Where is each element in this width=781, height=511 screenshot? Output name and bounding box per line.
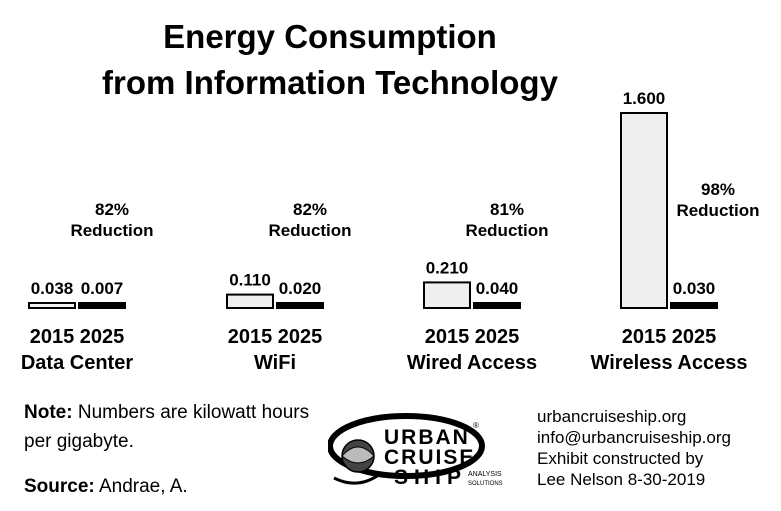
year-label-wifi-2015: 2015 bbox=[228, 326, 273, 348]
contact-info: urbancruiseship.org info@urbancruiseship… bbox=[537, 406, 731, 490]
note-label: Note: bbox=[24, 402, 73, 423]
reduction-percent-wireless-access: 98% bbox=[701, 180, 735, 199]
chart-title-line-1: Energy Consumption bbox=[163, 18, 497, 55]
year-label-wireless-access-2015: 2015 bbox=[622, 326, 667, 348]
source: Source: Andrae, A. bbox=[24, 476, 188, 498]
contact-author-date: Lee Nelson 8-30-2019 bbox=[537, 470, 706, 489]
logo-word-urban: URBAN bbox=[384, 426, 470, 449]
year-label-wired-access-2025: 2025 bbox=[475, 326, 520, 348]
logo-sub-solutions: SOLUTIONS bbox=[468, 481, 503, 487]
note-text: Numbers are kilowatt hours per gigabyte. bbox=[24, 402, 310, 452]
bar-wifi-2025 bbox=[276, 302, 324, 309]
urban-cruise-ship-logo: URBAN ® CRUISE SHIP ANALYSIS SOLUTIONS bbox=[328, 413, 503, 489]
data-label-wired-access-2015: 0.210 bbox=[426, 258, 469, 277]
data-label-wifi-2025: 0.020 bbox=[279, 279, 322, 298]
year-label-wireless-access-2025: 2025 bbox=[672, 326, 717, 348]
reduction-label-wired-access: Reduction bbox=[465, 221, 548, 240]
bar-wired-access-2015 bbox=[423, 281, 471, 309]
category-label-wifi: WiFi bbox=[254, 352, 296, 374]
reduction-label-wireless-access: Reduction bbox=[676, 201, 759, 220]
year-label-data-center-2025: 2025 bbox=[80, 326, 125, 348]
contact-credit-line: Exhibit constructed by bbox=[537, 449, 704, 468]
year-label-wifi-2025: 2025 bbox=[278, 326, 323, 348]
data-label-wireless-access-2015: 1.600 bbox=[623, 89, 666, 108]
chart-title-line-2: from Information Technology bbox=[102, 64, 558, 101]
reduction-percent-wired-access: 81% bbox=[490, 200, 524, 219]
bar-wireless-access-2025 bbox=[670, 302, 718, 309]
bar-wired-access-2025 bbox=[473, 302, 521, 309]
ship-wave-icon bbox=[333, 472, 381, 485]
contact-email: info@urbancruiseship.org bbox=[537, 428, 731, 447]
data-label-wired-access-2025: 0.040 bbox=[476, 279, 519, 298]
logo-registered-mark: ® bbox=[473, 421, 479, 430]
bar-chart: 0.038 2015 0.007 2025 Data Center 82% Reductio… bbox=[21, 89, 760, 374]
note: Note: Numbers are kilowatt hours per gig… bbox=[24, 398, 324, 456]
contact-website: urbancruiseship.org bbox=[537, 407, 687, 426]
logo-word-ship: SHIP bbox=[394, 466, 467, 489]
bar-wireless-access-2015 bbox=[620, 112, 668, 309]
year-label-wired-access-2015: 2015 bbox=[425, 326, 470, 348]
reduction-label-wifi: Reduction bbox=[268, 221, 351, 240]
logo-ring bbox=[328, 413, 485, 479]
logo-sub-analysis: ANALYSIS bbox=[468, 471, 502, 478]
bar-data-center-2025 bbox=[78, 302, 126, 309]
globe-land-icon bbox=[341, 446, 375, 464]
year-label-data-center-2015: 2015 bbox=[30, 326, 75, 348]
logo-word-cruise: CRUISE bbox=[384, 446, 475, 469]
data-label-wireless-access-2025: 0.030 bbox=[673, 279, 716, 298]
data-label-wifi-2015: 0.110 bbox=[229, 271, 271, 290]
category-label-wired-access: Wired Access bbox=[407, 352, 537, 374]
category-label-wireless-access: Wireless Access bbox=[591, 352, 748, 374]
chart-title: Energy Consumption from Information Tech… bbox=[60, 14, 600, 106]
source-label: Source: bbox=[24, 476, 95, 497]
data-label-data-center-2025: 0.007 bbox=[81, 279, 124, 298]
source-text: Andrae, A. bbox=[98, 476, 188, 497]
reduction-percent-wifi: 82% bbox=[293, 200, 327, 219]
data-label-data-center-2015: 0.038 bbox=[31, 279, 74, 298]
category-label-data-center: Data Center bbox=[21, 352, 133, 374]
reduction-label-data-center: Reduction bbox=[70, 221, 153, 240]
bar-data-center-2015 bbox=[28, 302, 76, 309]
bar-wifi-2015 bbox=[226, 293, 274, 309]
reduction-percent-data-center: 82% bbox=[95, 200, 129, 219]
